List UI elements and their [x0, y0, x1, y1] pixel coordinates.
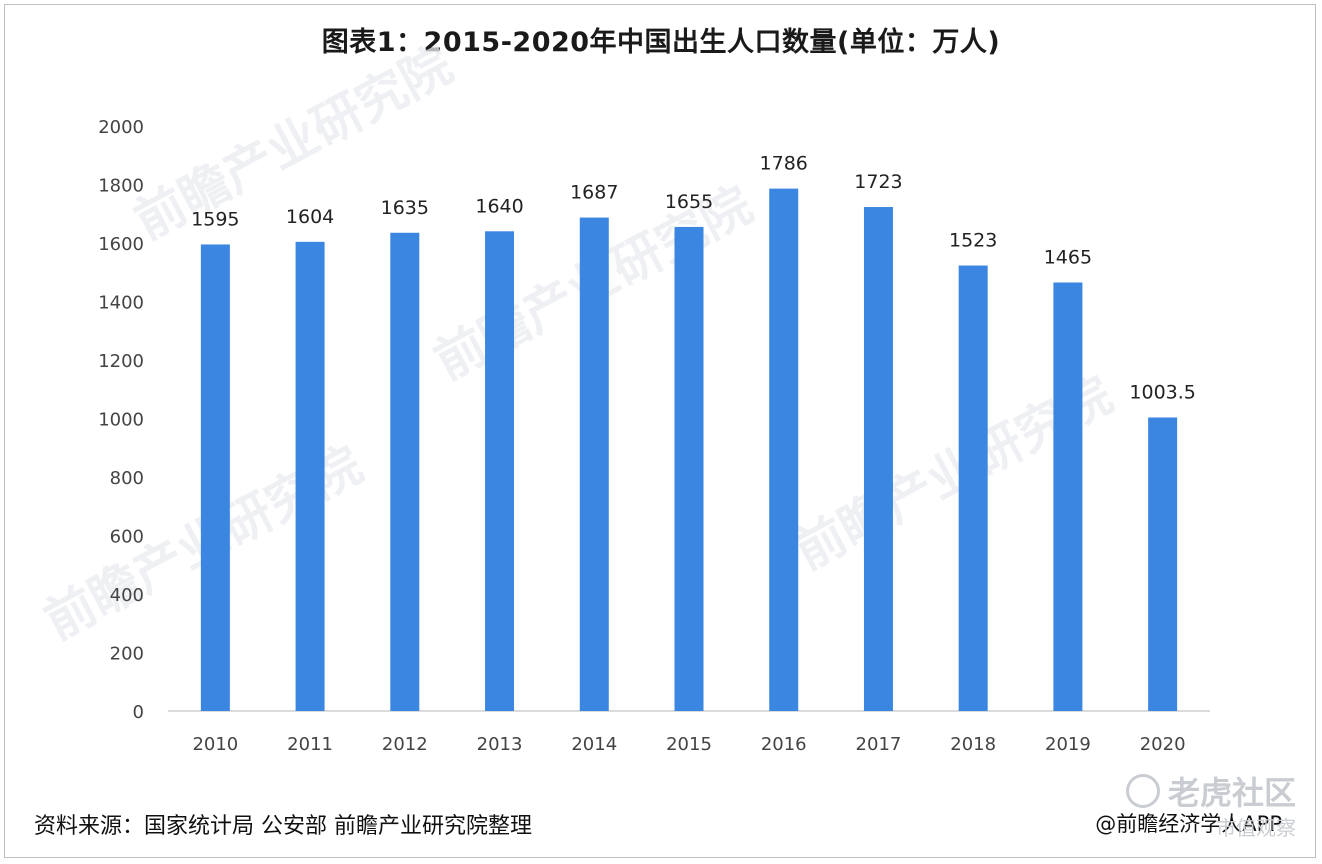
x-tick-label-2020: 2020	[1140, 734, 1186, 755]
y-axis-ticks: 0 200 400 600 800 1000 1200 1400 1600 1800 2000	[98, 117, 144, 723]
bar-2010	[200, 244, 230, 711]
data-label-2013: 1640	[475, 195, 523, 217]
bar-2018	[958, 265, 988, 711]
x-tick-label-2013: 2013	[477, 734, 523, 755]
y-tick-label: 1000	[98, 410, 144, 431]
y-tick-label: 1600	[98, 234, 144, 255]
y-tick-label: 0	[133, 702, 144, 723]
bar-2016	[769, 188, 799, 712]
chart-title: 图表1：2015-2020年中国出生人口数量(单位：万人)	[321, 27, 1001, 58]
data-label-2020: 1003.5	[1129, 381, 1195, 403]
chart-frame	[4, 4, 1316, 858]
y-tick-label: 1400	[98, 293, 144, 314]
x-tick-label-2016: 2016	[761, 734, 807, 755]
x-tick-label-2010: 2010	[192, 734, 238, 755]
y-tick-label: 400	[110, 585, 144, 606]
x-tick-label-2012: 2012	[382, 734, 428, 755]
data-label-2014: 1687	[570, 182, 618, 204]
x-tick-label-2019: 2019	[1045, 734, 1091, 755]
data-label-2015: 1655	[665, 191, 713, 213]
bar-2020	[1148, 417, 1178, 711]
source-note: 资料来源：国家统计局 公安部 前瞻产业研究院整理	[34, 814, 532, 839]
data-label-2018: 1523	[949, 230, 997, 252]
x-axis-categories: 2010 2011 2012 2013 2014 2015 2016 2017 2018 2019…	[192, 734, 1185, 755]
y-tick-label: 600	[110, 527, 144, 548]
data-labels: 1595 1604 1635 1640 1687 1655 1786 1723 1523 1465…	[191, 153, 1196, 404]
credit-note: @前瞻经济学人APP	[1095, 812, 1282, 836]
bar-2014	[579, 217, 609, 712]
y-tick-label: 200	[110, 644, 144, 665]
corner-watermark-sub: 市值观察	[1216, 816, 1296, 840]
data-label-2011: 1604	[286, 206, 334, 228]
x-tick-label-2017: 2017	[856, 734, 902, 755]
corner-watermark-text: 老虎社区	[1167, 774, 1296, 812]
x-tick-label-2014: 2014	[571, 734, 617, 755]
x-tick-label-2018: 2018	[950, 734, 996, 755]
data-label-2017: 1723	[854, 171, 902, 193]
bar-2019	[1053, 282, 1083, 711]
bar-2015	[674, 226, 704, 711]
bar-2013	[485, 231, 515, 712]
tiger-logo-icon	[1125, 774, 1160, 808]
y-tick-label: 2000	[98, 117, 144, 138]
corner-watermark: 老虎社区	[1125, 768, 1296, 814]
y-tick-label: 1800	[98, 176, 144, 197]
data-label-2010: 1595	[191, 208, 239, 230]
data-label-2019: 1465	[1044, 246, 1092, 268]
x-tick-label-2015: 2015	[666, 734, 712, 755]
y-tick-label: 800	[110, 468, 144, 489]
data-label-2012: 1635	[381, 197, 429, 219]
x-tick-label-2011: 2011	[287, 734, 333, 755]
y-tick-label: 1200	[98, 351, 144, 372]
data-label-2016: 1786	[760, 153, 808, 175]
bars	[200, 188, 1178, 712]
bar-2017	[863, 207, 893, 711]
bar-2012	[390, 232, 420, 711]
bar-2011	[295, 241, 325, 711]
